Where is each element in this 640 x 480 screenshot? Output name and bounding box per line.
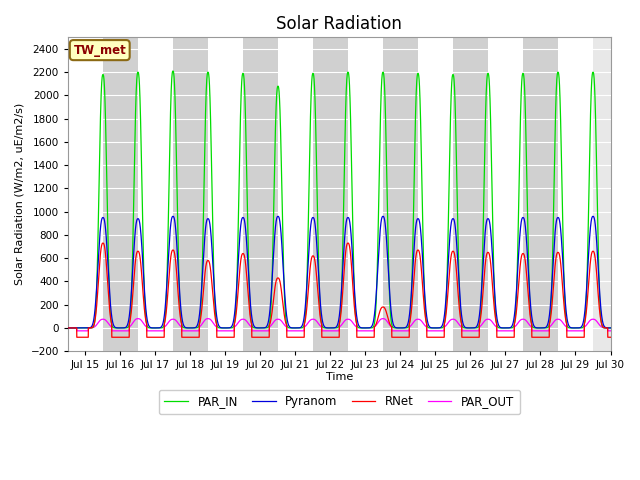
Pyranom [543, 324, 550, 329]
PAR_OUT [543, 328, 550, 334]
RNet [445, 281, 452, 287]
Pyranom [401, 325, 408, 331]
Pyranom [445, 253, 452, 259]
Bar [418, 37, 453, 351]
Bar [348, 37, 383, 351]
Bar [103, 37, 138, 351]
PAR_IN [543, 325, 550, 331]
RNet [607, 335, 614, 340]
X-axis label: Time: Time [326, 372, 353, 382]
Y-axis label: Solar Radiation (W/m2, uE/m2/s): Solar Radiation (W/m2, uE/m2/s) [15, 103, 25, 286]
PAR_OUT [244, 320, 252, 326]
Pyranom [169, 214, 177, 219]
Pyranom [113, 325, 120, 331]
RNet [99, 240, 107, 246]
Line: PAR_OUT: PAR_OUT [68, 319, 611, 331]
PAR_OUT [607, 328, 614, 334]
Title: Solar Radiation: Solar Radiation [276, 15, 402, 33]
Bar [138, 37, 173, 351]
PAR_IN [367, 325, 374, 331]
RNet [64, 325, 72, 331]
PAR_IN [64, 325, 72, 331]
Pyranom [244, 262, 252, 267]
PAR_OUT [445, 319, 452, 325]
PAR_IN [169, 68, 177, 74]
Line: Pyranom: Pyranom [68, 216, 611, 328]
RNet [113, 335, 120, 340]
Legend: PAR_IN, Pyranom, RNet, PAR_OUT: PAR_IN, Pyranom, RNet, PAR_OUT [159, 390, 520, 414]
PAR_IN [244, 235, 252, 241]
Pyranom [607, 325, 614, 331]
PAR_OUT [134, 316, 142, 322]
PAR_OUT [73, 328, 81, 334]
Bar [523, 37, 558, 351]
RNet [543, 335, 550, 340]
Pyranom [367, 324, 374, 330]
PAR_IN [113, 325, 120, 331]
Line: RNet: RNet [68, 243, 611, 337]
Bar [453, 37, 488, 351]
Bar [173, 37, 208, 351]
Bar [383, 37, 418, 351]
RNet [73, 335, 81, 340]
PAR_IN [401, 325, 408, 331]
Bar [68, 37, 103, 351]
Pyranom [64, 325, 72, 331]
PAR_OUT [64, 325, 72, 331]
Bar [558, 37, 593, 351]
PAR_IN [607, 325, 614, 331]
PAR_IN [445, 208, 452, 214]
Line: PAR_IN: PAR_IN [68, 71, 611, 328]
PAR_OUT [367, 328, 374, 334]
RNet [401, 335, 408, 340]
Bar [278, 37, 313, 351]
Bar [208, 37, 243, 351]
RNet [367, 335, 374, 340]
PAR_OUT [113, 328, 120, 334]
Bar [313, 37, 348, 351]
Text: TW_met: TW_met [74, 44, 126, 57]
RNet [244, 290, 252, 296]
Bar [243, 37, 278, 351]
Bar [488, 37, 523, 351]
PAR_OUT [401, 328, 408, 334]
